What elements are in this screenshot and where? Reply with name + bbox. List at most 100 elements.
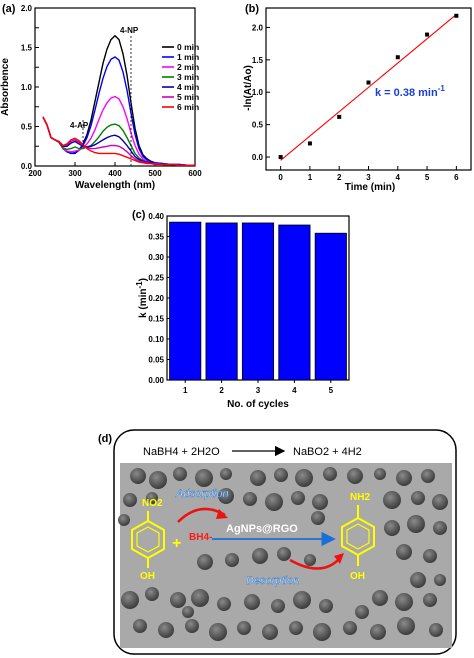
panel-b-ylabel: -ln(At/Ao) [243, 65, 254, 111]
tem-nanoparticle [170, 592, 186, 608]
panel-a-ylabel: Absorbence [0, 58, 11, 116]
tem-nanoparticle [291, 491, 305, 505]
tem-nanoparticle [343, 621, 357, 635]
tem-nanoparticle [397, 617, 415, 635]
tem-nanoparticle [374, 468, 386, 480]
borohydride-label: BH4- [189, 532, 212, 543]
panel-a-legend-label: 2 min [177, 62, 199, 72]
panel-a-legend-label: 4 min [177, 82, 199, 92]
tem-nanoparticle [271, 599, 285, 613]
panel-b-data-point [278, 155, 283, 160]
tem-nanoparticle [355, 605, 369, 619]
nitro-group-label: NO2 [142, 498, 163, 509]
panel-a-series-line [42, 116, 195, 166]
panel-c-ytick-label: 0.20 [148, 294, 164, 303]
amine-group-label: NH2 [350, 492, 370, 503]
panel-c-ytick-label: 0.15 [148, 315, 164, 324]
scheme-equation-left: NaBH4 + 2H2O [143, 446, 220, 458]
panel-b-data-point [454, 13, 459, 18]
panel-b-xtick-label: 2 [337, 173, 342, 182]
panel-a-ytick-label: 1.0 [21, 83, 33, 92]
nitrophenol-molecule: NO2 OH [131, 498, 165, 582]
panel-c-bar [278, 224, 311, 381]
tem-nanoparticle [209, 623, 227, 641]
panel-a-uv-vis-chart: (a) 0.0 0.5 1.0 1.5 2.0 200 300 400 500 600 4-NP… [0, 3, 202, 191]
panel-a-label: (a) [2, 3, 16, 15]
panel-a-annotation-4np: 4-NP [120, 26, 139, 35]
panel-a-xtick-label: 300 [68, 169, 82, 178]
panel-b-rate-annotation: k = 0.38 min-1 [375, 84, 445, 99]
tem-nanoparticle [130, 468, 146, 484]
panel-a-xtick-label: 600 [188, 169, 202, 178]
tem-nanoparticle [218, 488, 234, 504]
aminophenol-molecule: NH2 OH [341, 492, 375, 582]
panel-b-data-point [366, 80, 371, 85]
panel-c-bar [314, 232, 347, 381]
tem-nanoparticle [185, 619, 199, 633]
tem-nanoparticle [252, 548, 268, 564]
panel-b-data-point [395, 55, 400, 60]
tem-nanoparticle [383, 491, 401, 509]
panel-a-legend-label: 1 min [177, 52, 199, 62]
panel-b-kinetics-chart: (b) 0.0 0.5 1.0 1.5 2.0 0 1 2 3 4 5 6 Time (min) -… [243, 3, 472, 193]
panel-d-label: (d) [98, 433, 112, 445]
panel-c-recycling-chart: (c) 0.00 0.05 0.10 0.15 0.20 0.25 0.30 0.35 0.40… [132, 209, 350, 410]
panel-c-ytick-label: 0.10 [148, 335, 164, 344]
desorption-arrow [289, 557, 341, 570]
panel-c-ytick-label: 0.40 [148, 212, 164, 221]
panel-c-ytick-label: 0.05 [148, 356, 164, 365]
tem-nanoparticle [123, 493, 137, 507]
tem-nanoparticle [429, 623, 443, 637]
tem-nanoparticle [243, 492, 257, 506]
tem-nanoparticle [432, 494, 448, 510]
desorption-arrowhead [334, 553, 344, 564]
tem-nanoparticle [421, 469, 435, 483]
panel-c-ytick-label: 0.25 [148, 274, 164, 283]
panel-b-xtick-label: 5 [425, 173, 430, 182]
tem-nanoparticle [265, 493, 283, 511]
tem-nanoparticles [118, 467, 448, 641]
tem-nanoparticle [411, 491, 425, 505]
tem-nanoparticle [225, 553, 239, 567]
adsorption-label: Adsorption [175, 488, 229, 500]
panel-b-ytick-label: 2.0 [252, 23, 264, 32]
tem-nanoparticle [133, 619, 147, 633]
panel-a-xtick-label: 500 [148, 169, 162, 178]
panel-a-legend-label: 0 min [177, 42, 199, 52]
panel-a-ytick-label: 1.5 [21, 44, 33, 53]
panel-c-xtick-label: 3 [256, 386, 261, 395]
panel-a-ytick-label: 2.0 [21, 4, 33, 13]
tem-nanoparticle [217, 597, 231, 611]
panel-a-series-line [42, 116, 195, 166]
tem-nanoparticle [146, 492, 158, 504]
panel-c-xtick-label: 5 [329, 386, 334, 395]
panel-b-ytick-label: 1.0 [252, 88, 264, 97]
panel-b-fit-line [280, 14, 457, 161]
desorption-label: Desorption [246, 575, 299, 587]
tem-nanoparticle [293, 591, 311, 609]
panel-b-data-point [337, 114, 342, 119]
tem-nanoparticle [277, 547, 291, 561]
tem-nanoparticle [319, 599, 333, 613]
tem-nanoparticle [312, 494, 328, 510]
panel-c-xtick-label: 2 [219, 386, 224, 395]
panel-b-xtick-label: 6 [454, 173, 459, 182]
panel-c-xtick-label: 4 [292, 386, 297, 395]
tem-nanoparticle [396, 470, 412, 486]
panel-b-xtick-label: 4 [396, 173, 401, 182]
scheme-plus-sign: + [172, 535, 181, 552]
tem-nanoparticle [410, 572, 426, 588]
tem-nanoparticle [323, 467, 337, 481]
tem-nanoparticle [121, 591, 139, 609]
tem-nanoparticle [289, 621, 303, 635]
panel-b-ytick-label: 0.0 [252, 153, 264, 162]
tem-nanoparticle [182, 606, 194, 618]
tem-nanoparticle [304, 554, 316, 566]
panel-a-xlabel: Wavelength (nm) [75, 180, 155, 191]
panel-d-reaction-scheme: (d) NaBH4 + 2H2O NaBO2 + 4H2 NO2 OH + BH… [98, 429, 457, 655]
tem-nanoparticle [434, 574, 446, 586]
catalyst-label: AgNPs@RGO [226, 523, 298, 535]
panel-c-ytick-label: 0.35 [148, 233, 164, 242]
panel-a-annotation-4ap: 4-AP [70, 121, 89, 130]
panel-a-ytick-label: 0.5 [21, 123, 33, 132]
